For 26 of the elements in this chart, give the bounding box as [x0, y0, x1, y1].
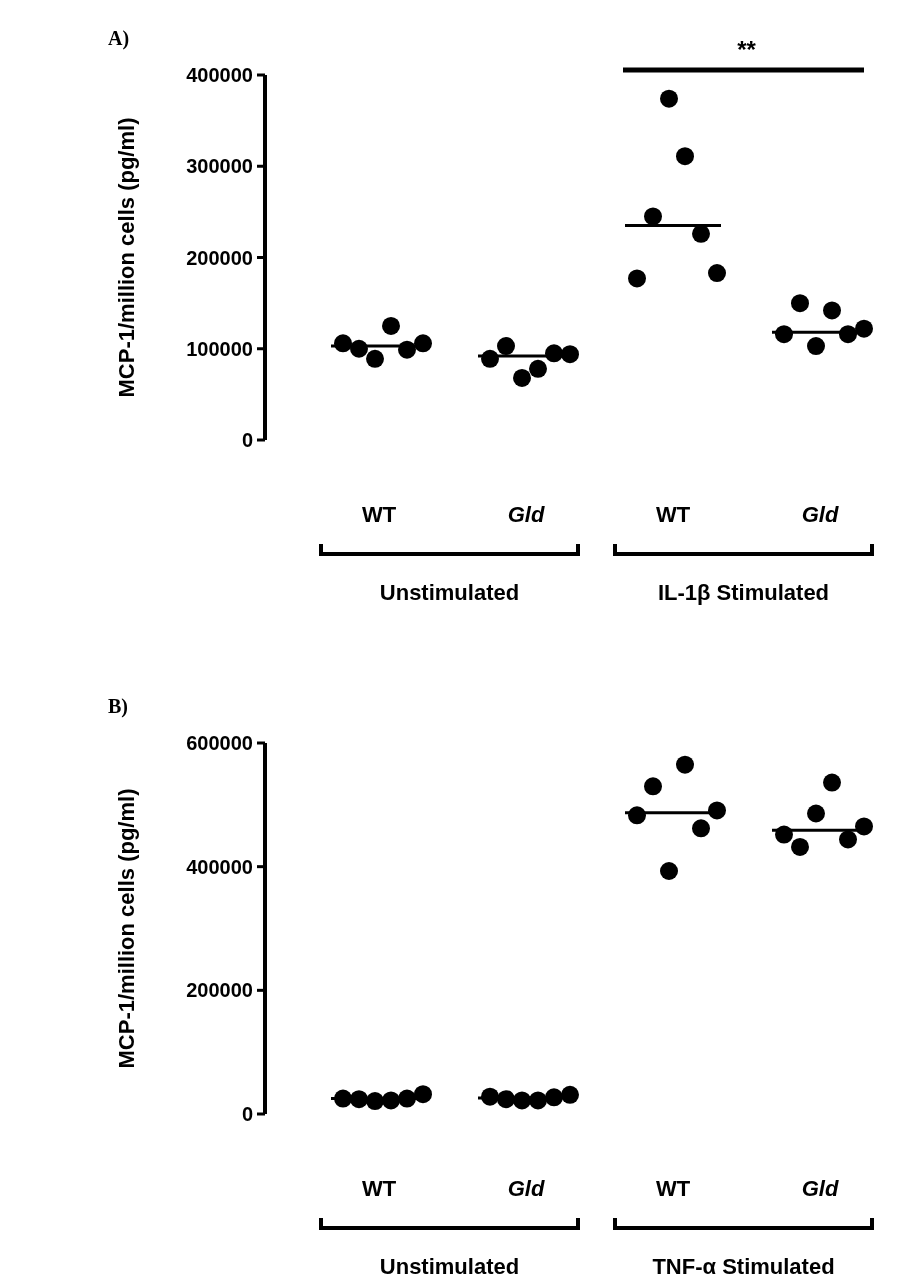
x-tick-label: Gld [507, 1176, 545, 1201]
x-tick-label: WT [655, 502, 691, 527]
x-tick-label: Gld [801, 1176, 839, 1201]
y-tick-label: 300000 [186, 155, 253, 178]
y-tick-label: 0 [241, 429, 253, 451]
text: TNF-α Stimulated [652, 1254, 835, 1279]
text: IL-1β Stimulated [657, 580, 830, 605]
y-axis-title: MCP-1/million cells (pg/ml) [114, 788, 139, 1069]
y-tick-label: 100000 [186, 337, 253, 360]
text: Unstimulated [379, 580, 520, 605]
text: B) [108, 695, 128, 718]
text: Unstimulated [379, 1254, 520, 1279]
x-tick-label: WT [655, 1176, 691, 1201]
y-tick-label: 400000 [186, 855, 253, 878]
y-tick-label: 0 [241, 1103, 253, 1125]
x-tick-label: Gld [507, 502, 545, 527]
text: A) [108, 27, 130, 50]
x-tick-label: WT [361, 502, 397, 527]
x-tick-label: WT [361, 1176, 397, 1201]
y-axis-title: MCP-1/million cells (pg/ml) [114, 117, 139, 398]
y-tick-label: 200000 [186, 246, 253, 269]
y-tick-label: 600000 [186, 732, 253, 754]
text: ** [737, 36, 757, 63]
y-tick-label: 400000 [186, 64, 253, 86]
x-tick-label: Gld [801, 502, 839, 527]
y-tick-label: 200000 [186, 979, 253, 1002]
